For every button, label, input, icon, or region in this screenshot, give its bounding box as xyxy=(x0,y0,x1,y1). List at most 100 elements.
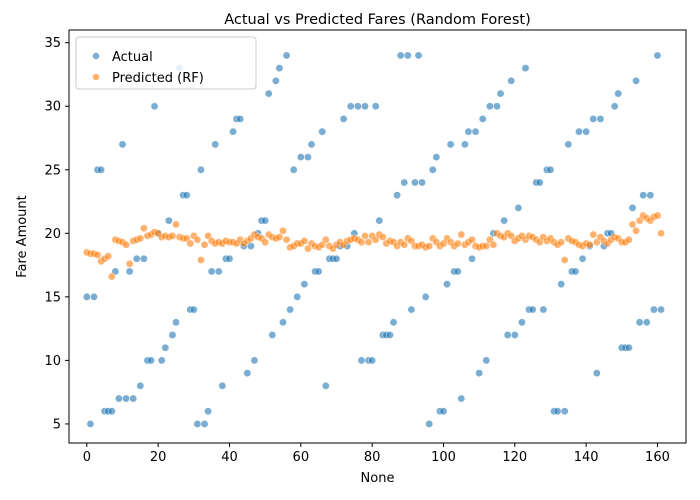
actual-point xyxy=(139,254,148,263)
actual-point xyxy=(411,178,419,187)
actual-point xyxy=(82,292,91,301)
actual-point xyxy=(632,76,640,85)
actual-point xyxy=(428,165,437,174)
predicted-point xyxy=(279,226,287,235)
actual-point xyxy=(332,254,341,263)
actual-point xyxy=(268,331,277,339)
actual-point xyxy=(503,331,512,339)
data-points-layer xyxy=(82,51,665,428)
actual-point xyxy=(361,102,369,111)
predicted-point xyxy=(653,211,662,220)
x-tick-label: 20 xyxy=(150,450,167,465)
actual-point xyxy=(578,254,587,263)
predicted-point xyxy=(632,226,640,235)
actual-point xyxy=(396,51,405,60)
actual-point xyxy=(132,254,141,263)
actual-point xyxy=(293,292,302,301)
x-tick-label: 160 xyxy=(645,450,670,465)
predicted-point xyxy=(136,234,145,243)
actual-point xyxy=(225,254,234,263)
actual-point xyxy=(314,267,323,276)
y-tick-label: 35 xyxy=(44,36,61,51)
y-tick-label: 5 xyxy=(53,417,61,432)
predicted-point xyxy=(378,233,387,242)
actual-point xyxy=(296,153,305,161)
actual-point xyxy=(407,305,416,314)
predicted-point xyxy=(300,237,309,245)
x-tick-label: 80 xyxy=(364,450,381,465)
actual-point xyxy=(207,267,216,276)
series-predicted xyxy=(82,211,665,281)
actual-point xyxy=(386,331,394,339)
actual-point xyxy=(582,127,591,136)
x-tick-label: 40 xyxy=(221,450,238,465)
actual-point xyxy=(189,305,198,314)
actual-point xyxy=(560,407,569,416)
actual-point xyxy=(136,381,145,390)
actual-point xyxy=(389,318,398,327)
actual-point xyxy=(635,318,644,327)
actual-point xyxy=(204,407,212,416)
actual-point xyxy=(521,64,530,73)
actual-point xyxy=(457,394,466,403)
actual-point xyxy=(200,420,209,428)
actual-point xyxy=(453,267,462,276)
actual-point xyxy=(539,305,548,314)
actual-point xyxy=(464,127,473,136)
actual-point xyxy=(478,115,487,123)
actual-point xyxy=(250,356,259,365)
actual-point xyxy=(528,305,537,314)
predicted-point xyxy=(197,256,205,264)
actual-point xyxy=(650,305,658,314)
x-tick-label: 140 xyxy=(574,450,599,465)
legend-marker-actual xyxy=(92,52,100,60)
actual-point xyxy=(289,165,298,174)
actual-point xyxy=(193,420,202,428)
actual-point xyxy=(571,267,580,276)
actual-point xyxy=(107,407,116,416)
predicted-point xyxy=(557,238,566,247)
actual-point xyxy=(639,191,648,200)
predicted-point xyxy=(425,242,434,250)
actual-point xyxy=(279,318,287,327)
actual-point xyxy=(282,51,291,60)
legend-marker-predicted xyxy=(92,73,100,81)
actual-point xyxy=(229,127,237,136)
predicted-point xyxy=(364,238,373,247)
plot-area-frame xyxy=(68,29,687,444)
legend-label-predicted: Predicted (RF) xyxy=(112,71,204,86)
actual-point xyxy=(475,369,484,378)
x-tick-label: 0 xyxy=(83,450,91,465)
actual-point xyxy=(375,216,384,225)
actual-point xyxy=(97,165,105,174)
actual-point xyxy=(168,331,177,339)
predicted-point xyxy=(560,256,569,264)
x-tick-label: 120 xyxy=(502,450,527,465)
predicted-point xyxy=(361,231,369,240)
actual-point xyxy=(147,356,155,365)
actual-point xyxy=(161,343,170,352)
y-tick-label: 15 xyxy=(44,290,61,305)
actual-point xyxy=(575,127,583,136)
predicted-point xyxy=(200,240,209,249)
predicted-point xyxy=(125,259,134,268)
actual-point xyxy=(657,305,665,314)
actual-point xyxy=(642,318,651,327)
predicted-point xyxy=(282,235,291,244)
actual-point xyxy=(553,407,562,416)
predicted-point xyxy=(453,239,462,248)
actual-point xyxy=(353,102,362,111)
predicted-point xyxy=(657,229,665,238)
actual-point xyxy=(371,102,380,111)
actual-point xyxy=(264,89,273,98)
predicted-point xyxy=(400,240,409,249)
actual-point xyxy=(414,51,423,60)
predicted-point xyxy=(93,251,102,259)
actual-point xyxy=(261,216,270,225)
predicted-point xyxy=(357,238,366,247)
actual-point xyxy=(300,280,309,289)
actual-point xyxy=(432,153,441,161)
predicted-point xyxy=(104,252,113,261)
actual-point xyxy=(321,381,330,390)
